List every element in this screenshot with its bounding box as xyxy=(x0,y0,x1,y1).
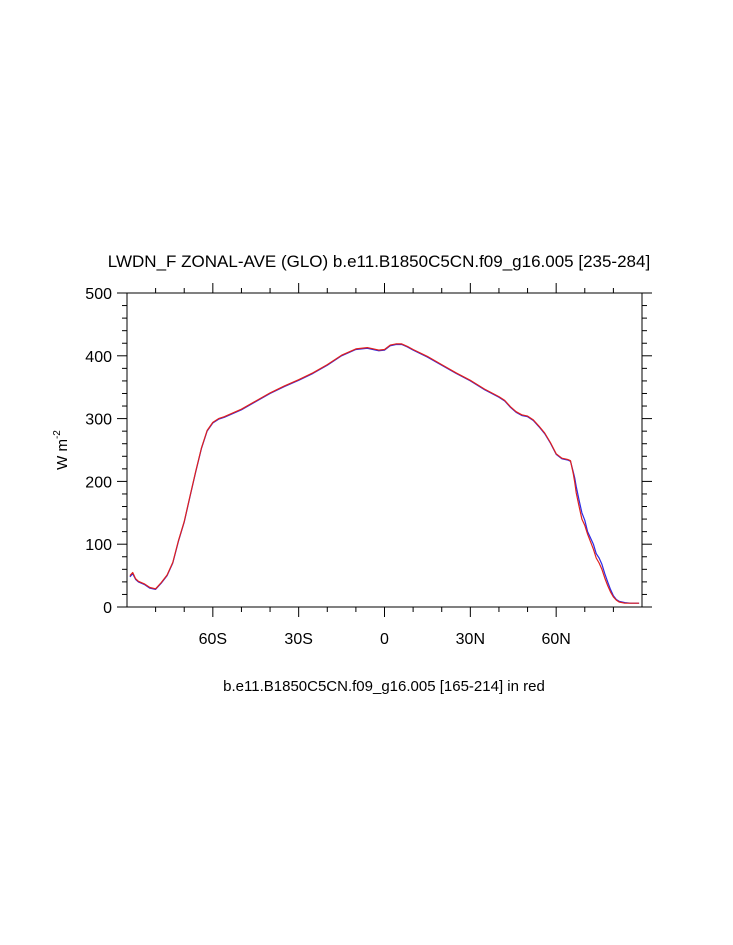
series-lines xyxy=(129,343,640,604)
y-tick-label: 300 xyxy=(85,412,112,429)
x-tick-label: 30N xyxy=(456,631,485,648)
y-tick-label: 100 xyxy=(85,537,112,554)
x-tick-label: 60S xyxy=(199,631,227,648)
y-axis-label-exponent: -2 xyxy=(52,430,63,439)
x-tick-label: 60N xyxy=(541,631,570,648)
y-axis-label: W m xyxy=(54,439,71,470)
plot-frame xyxy=(126,292,643,608)
y-axis-label-group: W m-2 xyxy=(52,430,71,470)
x-tick-label: 30S xyxy=(284,631,312,648)
y-tick-label: 200 xyxy=(85,474,112,491)
series-line-blue xyxy=(129,343,640,604)
axis-ticks xyxy=(117,283,652,617)
x-axis-label: b.e11.B1850C5CN.f09_g16.005 [165-214] in… xyxy=(223,678,545,695)
y-tick-label: 0 xyxy=(103,600,112,617)
y-tick-label: 400 xyxy=(85,349,112,366)
axis-tick-labels: 0 100 200 300 400 500 60S 30S 0 30N 60N xyxy=(85,286,571,648)
x-tick-label: 0 xyxy=(380,631,389,648)
series-line-red xyxy=(129,343,640,604)
svg-text:W m-2: W m-2 xyxy=(52,430,71,470)
y-tick-label: 500 xyxy=(85,286,112,303)
chart-title: LWDN_F ZONAL-AVE (GLO) b.e11.B1850C5CN.f… xyxy=(108,252,650,271)
